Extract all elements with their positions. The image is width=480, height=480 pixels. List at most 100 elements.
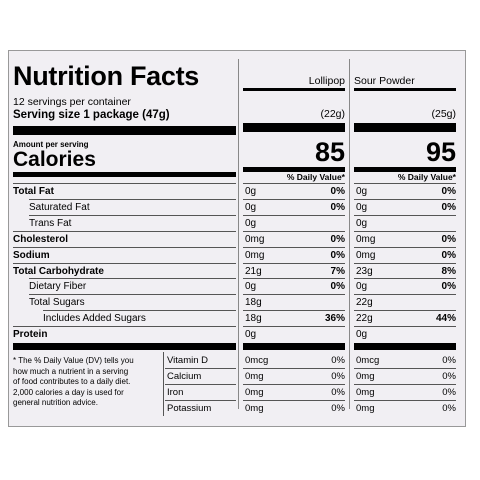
sour-powder-amount: 22g [356, 313, 373, 325]
serving-size-label: Serving size [13, 109, 81, 121]
sour-powder-amount: 22g [356, 297, 373, 309]
nutrient-label: Saturated Fat [29, 201, 90, 213]
row-separator [13, 246, 236, 248]
row-separator [29, 294, 236, 296]
lollipop-amount: 0g [245, 201, 257, 213]
row-separator [354, 326, 456, 328]
serving-size-row: Serving size 1 package (47g) [13, 109, 170, 121]
row-separator [243, 230, 345, 232]
row-separator [13, 326, 236, 328]
footnote-line: 2,000 calories a day is used for [13, 387, 124, 397]
row-separator [243, 214, 345, 216]
lollipop-vitamin-amount: 0mg [245, 387, 264, 398]
lollipop-vitamin-dv: 0% [331, 403, 345, 414]
vitamin-separator [165, 368, 236, 369]
row-separator [354, 183, 456, 184]
sour-powder-vitamin-amount: 0mg [356, 403, 375, 414]
lollipop-amount: 21g [245, 265, 262, 277]
sour-powder-vitamin-dv: 0% [442, 387, 456, 398]
amount-per-serving: Amount per serving [13, 140, 89, 149]
nutrient-label: Cholesterol [13, 233, 69, 245]
vitamin-label: Iron [167, 387, 184, 398]
row-separator [354, 310, 456, 312]
lollipop-dv: 0% [330, 186, 345, 197]
footnote-line: how much a nutrient in a serving [13, 366, 129, 376]
lollipop-dv: 0% [330, 249, 345, 261]
bottom-thick-col2 [354, 343, 456, 350]
row-separator [243, 183, 345, 184]
column-divider-2 [349, 59, 350, 409]
sour-powder-amount: 0mg [356, 233, 376, 245]
row-separator [29, 198, 236, 200]
col1-medium [243, 167, 345, 172]
col1-rule [243, 88, 345, 91]
servings-per-container: 12 servings per container [13, 96, 131, 108]
vitamin-separator [354, 368, 456, 369]
footnote-line: * The % Daily Value (DV) tells you [13, 356, 134, 365]
row-separator [13, 262, 236, 264]
sour-powder-amount: 0g [356, 329, 368, 341]
vitamin-separator [354, 400, 456, 401]
col2-rule [354, 88, 456, 91]
sour-powder-dv: 0% [441, 201, 456, 213]
lollipop-vitamin-amount: 0mcg [245, 355, 269, 366]
row-separator [354, 214, 456, 216]
column-lollipop-name: Lollipop [308, 75, 345, 87]
column-sour-powder-size: (25g) [431, 108, 456, 120]
col2-thick [354, 123, 456, 132]
lollipop-dv: 0% [330, 281, 345, 293]
row-separator [43, 310, 236, 312]
nutrient-label: Sodium [13, 249, 50, 261]
lollipop-amount: 0mg [245, 233, 265, 245]
sour-powder-dv: 8% [441, 265, 456, 277]
column-lollipop-dv-header: % Daily Value* [286, 172, 345, 182]
thick-divider [13, 126, 236, 135]
lollipop-dv: 36% [324, 313, 345, 325]
nutrient-label: Total Fat [13, 186, 54, 197]
lollipop-dv: 0% [330, 233, 345, 245]
bottom-thick-left [13, 343, 236, 350]
vitamin-label: Vitamin D [167, 355, 209, 366]
row-separator [354, 246, 456, 248]
row-separator [29, 278, 236, 280]
medium-divider [13, 172, 236, 177]
row-separator [354, 262, 456, 264]
column-lollipop-size: (22g) [320, 108, 345, 120]
sour-powder-vitamin-amount: 0mg [356, 387, 375, 398]
lollipop-vitamin-amount: 0mg [245, 403, 264, 414]
calories-label: Calories [13, 148, 96, 171]
sour-powder-vitamin-dv: 0% [442, 371, 456, 382]
column-sour-powder-calories: 95 [425, 137, 456, 167]
vitamin-separator [243, 368, 345, 369]
bottom-thick-col1 [243, 343, 345, 350]
column-divider-1 [238, 59, 239, 409]
nutrition-label: Nutrition Facts 12 servings per containe… [8, 50, 466, 427]
row-separator [243, 278, 345, 280]
sour-powder-vitamin-amount: 0mcg [356, 355, 380, 366]
sour-powder-amount: 0g [356, 186, 368, 197]
lollipop-vitamin-dv: 0% [331, 387, 345, 398]
lollipop-amount: 0g [245, 329, 257, 341]
row-separator [243, 310, 345, 312]
row-separator [243, 198, 345, 200]
sour-powder-amount: 0g [356, 217, 368, 229]
lollipop-amount: 0g [245, 186, 257, 197]
sour-powder-vitamin-dv: 0% [442, 403, 456, 414]
nutrient-label: Dietary Fiber [29, 281, 87, 293]
sour-powder-dv: 0% [441, 186, 456, 197]
label-title: Nutrition Facts [13, 61, 200, 91]
serving-size-value: 1 package (47g) [83, 109, 170, 121]
nutrient-label: Protein [13, 329, 48, 341]
lollipop-dv: 0% [330, 201, 345, 213]
footnote-line: general nutrition advice. [13, 398, 98, 407]
row-separator [354, 294, 456, 296]
lollipop-amount: 0mg [245, 249, 265, 261]
sour-powder-dv: 0% [441, 233, 456, 245]
column-lollipop-calories: 85 [314, 137, 345, 167]
lollipop-amount: 0g [245, 217, 257, 229]
sour-powder-vitamin-amount: 0mg [356, 371, 375, 382]
sour-powder-amount: 0mg [356, 249, 376, 261]
lollipop-amount: 18g [245, 313, 262, 325]
sour-powder-vitamin-dv: 0% [442, 355, 456, 366]
lollipop-vitamin-amount: 0mg [245, 371, 264, 382]
